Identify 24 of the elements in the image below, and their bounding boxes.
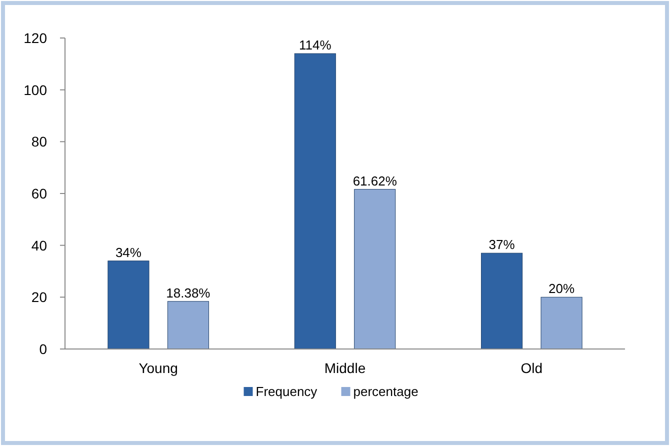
x-tick-label: Middle bbox=[324, 360, 366, 376]
bar bbox=[167, 301, 209, 350]
data-label: 20% bbox=[548, 281, 575, 296]
y-tick-label: 40 bbox=[31, 237, 48, 254]
bar bbox=[354, 189, 396, 350]
data-label: 18.38% bbox=[166, 285, 211, 300]
x-tick-label: Old bbox=[520, 360, 543, 376]
legend-label: percentage bbox=[353, 384, 418, 399]
data-label: 114% bbox=[298, 38, 332, 53]
bar bbox=[108, 260, 150, 350]
bar bbox=[481, 252, 523, 350]
data-label: 61.62% bbox=[352, 173, 398, 188]
y-tick-label: 20 bbox=[31, 289, 48, 306]
bar bbox=[294, 53, 336, 350]
data-label: 34% bbox=[115, 244, 142, 260]
y-tick-label: 100 bbox=[24, 82, 48, 98]
y-tick-label: 80 bbox=[31, 134, 48, 150]
bar bbox=[540, 296, 582, 350]
y-tick-label: 120 bbox=[24, 30, 48, 46]
x-tick-label: Young bbox=[138, 360, 178, 376]
y-tick-label: 60 bbox=[31, 186, 48, 202]
y-tick-label: 0 bbox=[39, 341, 48, 357]
legend-label: Frequency bbox=[256, 384, 318, 399]
data-label: 37% bbox=[488, 237, 516, 252]
